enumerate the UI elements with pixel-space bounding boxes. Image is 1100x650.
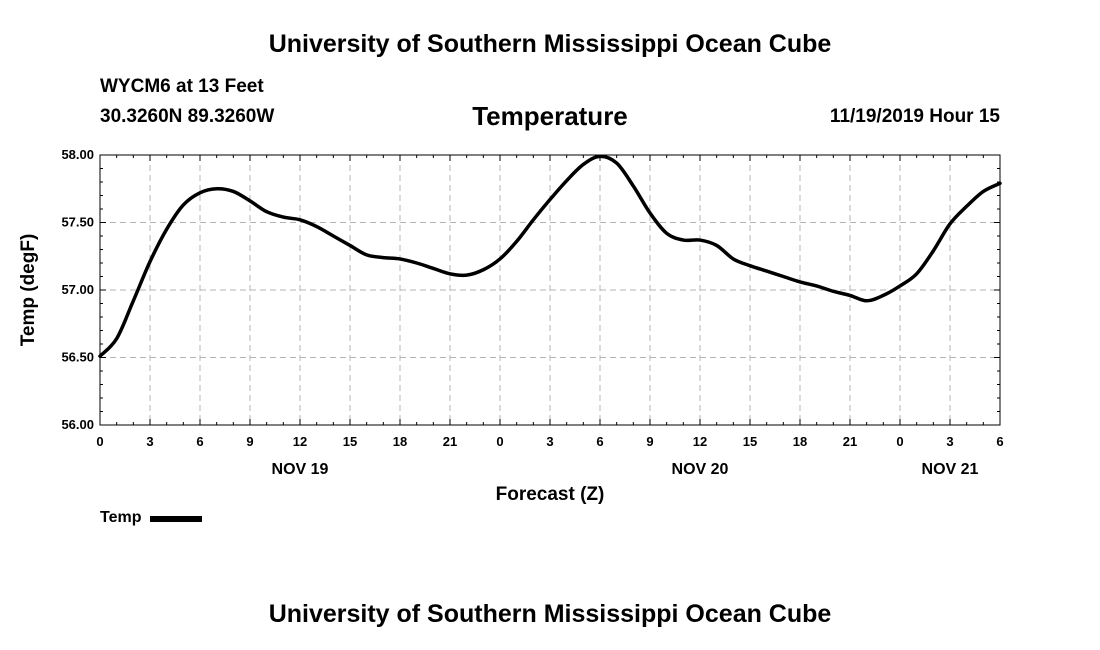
x-tick-label: 15 xyxy=(743,434,757,449)
x-tick-label: 6 xyxy=(596,434,603,449)
series-line-temp xyxy=(98,154,1002,358)
legend-label-temp: Temp xyxy=(100,509,142,526)
x-tick-label: 6 xyxy=(196,434,203,449)
x-tick-label: 0 xyxy=(496,434,503,449)
x-tick-label: 15 xyxy=(343,434,357,449)
x-tick-label: 9 xyxy=(646,434,653,449)
x-tick-label: 3 xyxy=(946,434,953,449)
day-label: NOV 21 xyxy=(922,461,979,478)
y-tick-label: 58.00 xyxy=(61,147,94,162)
coordinates-label: 30.3260N 89.3260W xyxy=(100,106,275,127)
x-tick-label: 18 xyxy=(393,434,407,449)
x-axis-title: Forecast (Z) xyxy=(496,484,605,505)
x-tick-label: 12 xyxy=(693,434,707,449)
axis-labels: 0 3 6 9 12 15 18 21 0 3 6 9 12 15 18 21 0 3 6 56.00 56.50 57.… xyxy=(18,147,1004,505)
y-tick-label: 57.50 xyxy=(61,215,94,230)
chart-title: Temperature xyxy=(472,101,628,131)
x-tick-label: 21 xyxy=(843,434,857,449)
x-tick-label: 12 xyxy=(293,434,307,449)
legend: Temp xyxy=(100,509,203,527)
x-tick-label: 3 xyxy=(546,434,553,449)
x-tick-label: 21 xyxy=(443,434,457,449)
plot-frame xyxy=(99,154,1001,426)
station-label: WYCM6 at 13 Feet xyxy=(100,76,264,97)
y-tick-label: 56.00 xyxy=(61,417,94,432)
bottom-title: University of Southern Mississippi Ocean… xyxy=(268,600,832,628)
grid xyxy=(100,155,1000,425)
x-tick-label: 6 xyxy=(996,434,1003,449)
axes xyxy=(99,154,1001,426)
x-tick-label: 9 xyxy=(246,434,253,449)
y-tick-label: 57.00 xyxy=(61,282,94,297)
x-tick-label: 0 xyxy=(96,434,103,449)
datetime-label: 11/19/2019 Hour 15 xyxy=(829,106,1000,127)
x-tick-label: 3 xyxy=(146,434,153,449)
top-title: University of Southern Mississippi Ocean… xyxy=(268,30,832,58)
day-label: NOV 20 xyxy=(672,461,729,478)
y-axis-title: Temp (degF) xyxy=(18,234,39,347)
day-label: NOV 19 xyxy=(272,461,329,478)
series-layer xyxy=(98,154,1002,358)
y-tick-label: 56.50 xyxy=(61,350,94,365)
x-tick-label: 0 xyxy=(896,434,903,449)
x-tick-label: 18 xyxy=(793,434,807,449)
legend-swatch-temp xyxy=(150,516,203,522)
